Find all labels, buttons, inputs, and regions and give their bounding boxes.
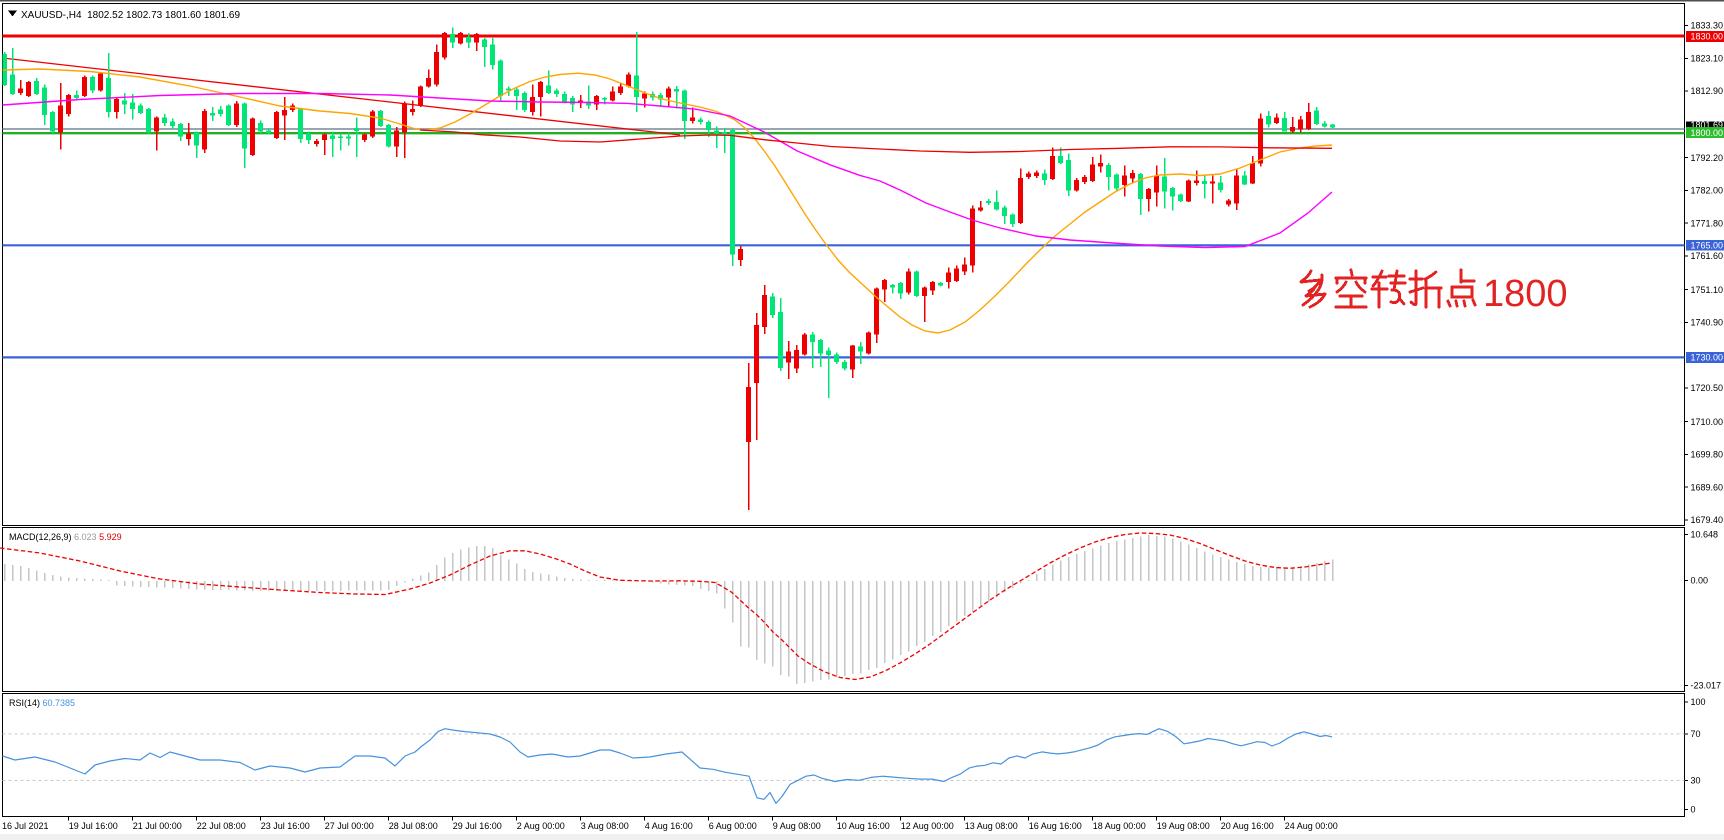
svg-text:10 Aug 16:00: 10 Aug 16:00 bbox=[837, 821, 890, 831]
svg-text:18 Aug 00:00: 18 Aug 00:00 bbox=[1093, 821, 1146, 831]
svg-text:RSI(14) 60.7385: RSI(14) 60.7385 bbox=[9, 698, 75, 708]
svg-text:1689.60: 1689.60 bbox=[1691, 482, 1724, 492]
svg-text:19 Jul 16:00: 19 Jul 16:00 bbox=[69, 821, 118, 831]
svg-text:1782.00: 1782.00 bbox=[1691, 186, 1724, 196]
svg-text:2 Aug 00:00: 2 Aug 00:00 bbox=[517, 821, 565, 831]
svg-text:XAUUSD-,H4 1802.52 1802.73 18: XAUUSD-,H4 1802.52 1802.73 1801.60 1801.… bbox=[21, 10, 240, 21]
svg-text:1699.80: 1699.80 bbox=[1691, 450, 1724, 460]
svg-text:16 Aug 16:00: 16 Aug 16:00 bbox=[1029, 821, 1082, 831]
svg-text:19 Aug 08:00: 19 Aug 08:00 bbox=[1157, 821, 1210, 831]
svg-text:-23.017: -23.017 bbox=[1691, 681, 1722, 691]
svg-text:6 Aug 00:00: 6 Aug 00:00 bbox=[709, 821, 757, 831]
svg-text:30: 30 bbox=[1691, 776, 1701, 786]
svg-text:1751.10: 1751.10 bbox=[1691, 285, 1724, 295]
svg-text:1720.50: 1720.50 bbox=[1691, 383, 1724, 393]
svg-text:24 Aug 00:00: 24 Aug 00:00 bbox=[1285, 821, 1338, 831]
svg-text:1812.90: 1812.90 bbox=[1691, 86, 1724, 96]
svg-text:1800.00: 1800.00 bbox=[1691, 128, 1724, 138]
svg-text:1730.00: 1730.00 bbox=[1691, 353, 1724, 363]
svg-text:16 Jul 2021: 16 Jul 2021 bbox=[2, 821, 49, 831]
svg-text:1771.80: 1771.80 bbox=[1691, 218, 1724, 228]
svg-text:1710.00: 1710.00 bbox=[1691, 417, 1724, 427]
svg-text:10.648: 10.648 bbox=[1691, 530, 1719, 540]
svg-text:22 Jul 08:00: 22 Jul 08:00 bbox=[197, 821, 246, 831]
svg-text:20 Aug 16:00: 20 Aug 16:00 bbox=[1221, 821, 1274, 831]
svg-text:1833.30: 1833.30 bbox=[1691, 21, 1724, 31]
svg-text:3 Aug 08:00: 3 Aug 08:00 bbox=[581, 821, 629, 831]
svg-text:1800: 1800 bbox=[1483, 273, 1568, 315]
svg-text:100: 100 bbox=[1691, 697, 1706, 707]
svg-text:MACD(12,26,9) 6.023 5.929: MACD(12,26,9) 6.023 5.929 bbox=[9, 532, 122, 542]
svg-text:29 Jul 16:00: 29 Jul 16:00 bbox=[453, 821, 502, 831]
svg-text:28 Jul 08:00: 28 Jul 08:00 bbox=[389, 821, 438, 831]
svg-text:4 Aug 16:00: 4 Aug 16:00 bbox=[645, 821, 693, 831]
svg-text:0.00: 0.00 bbox=[1691, 576, 1709, 586]
svg-text:1792.20: 1792.20 bbox=[1691, 153, 1724, 163]
svg-text:23 Jul 16:00: 23 Jul 16:00 bbox=[261, 821, 310, 831]
svg-text:27 Jul 00:00: 27 Jul 00:00 bbox=[325, 821, 374, 831]
svg-text:21 Jul 00:00: 21 Jul 00:00 bbox=[133, 821, 182, 831]
svg-text:1765.00: 1765.00 bbox=[1691, 240, 1724, 250]
svg-text:13 Aug 08:00: 13 Aug 08:00 bbox=[965, 821, 1018, 831]
svg-text:70: 70 bbox=[1691, 729, 1701, 739]
svg-text:12 Aug 00:00: 12 Aug 00:00 bbox=[901, 821, 954, 831]
svg-text:1830.00: 1830.00 bbox=[1691, 32, 1724, 42]
svg-text:1801.69: 1801.69 bbox=[1691, 120, 1724, 130]
svg-text:1679.40: 1679.40 bbox=[1691, 515, 1724, 525]
svg-text:1761.60: 1761.60 bbox=[1691, 251, 1724, 261]
svg-text:1740.90: 1740.90 bbox=[1691, 318, 1724, 328]
svg-text:0: 0 bbox=[1691, 805, 1696, 815]
svg-text:1823.10: 1823.10 bbox=[1691, 54, 1724, 64]
svg-text:9 Aug 08:00: 9 Aug 08:00 bbox=[773, 821, 821, 831]
